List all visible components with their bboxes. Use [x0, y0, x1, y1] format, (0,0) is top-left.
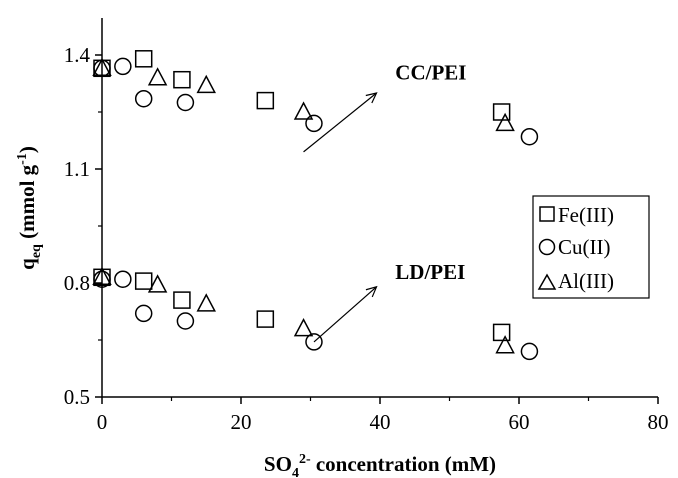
series-annotation: LD/PEI [395, 260, 465, 284]
fe-square-marker [256, 91, 275, 110]
y-tick-label: 0.5 [64, 385, 90, 409]
al-triangle-marker [92, 57, 112, 77]
y-axis-title-sup: -1 [15, 153, 30, 165]
cu-circle-marker [520, 127, 539, 146]
y-axis-title-main: q [15, 258, 39, 270]
al-triangle-marker [293, 101, 314, 120]
y-axis-title-sub: eq [29, 244, 44, 258]
al-triangle-marker [495, 335, 515, 354]
annotation-arrowhead [365, 285, 378, 298]
al-triangle-marker [196, 293, 216, 312]
x-tick-label: 40 [370, 410, 391, 434]
legend-label-fe: Fe(III) [558, 203, 614, 227]
y-axis-title-rest2: ) [15, 146, 39, 153]
al-triangle-marker [92, 266, 112, 286]
al-triangle-marker [196, 74, 216, 94]
annotation-arrowhead [365, 92, 378, 104]
cu-circle-marker [134, 89, 153, 108]
fe-square-marker [256, 310, 275, 328]
legend-circle-icon [538, 238, 556, 256]
legend-triangle-icon [537, 273, 557, 290]
fe-square-marker [173, 70, 191, 89]
al-triangle-marker [293, 318, 314, 337]
x-axis-title-sub: 4 [292, 466, 299, 478]
annotation-arrow [303, 92, 377, 153]
cu-circle-marker [520, 342, 539, 361]
fe-square-marker [173, 291, 191, 309]
legend-box [532, 195, 650, 299]
cu-circle-marker [134, 304, 153, 323]
fe-square-marker [134, 50, 153, 68]
cu-circle-marker [176, 312, 195, 330]
fe-square-marker [492, 323, 511, 342]
y-axis-title: qeq (mmol g-1) [15, 146, 44, 270]
annotation-group: CC/PEI LD/PEI [303, 61, 466, 343]
cu-circle-marker [305, 333, 323, 351]
legend: Fe(III) Cu(II) Al(III) [532, 195, 650, 299]
series-annotation: CC/PEI [395, 61, 466, 85]
legend-label-al: Al(III) [558, 269, 614, 293]
al-triangle-marker [495, 112, 515, 132]
fe-square-marker [134, 272, 153, 290]
x-axis-title-sup: 2- [299, 452, 311, 467]
tick-group: 0 20 40 60 80 0.5 0.8 1.1 1.4 [64, 43, 669, 434]
marker-group [92, 50, 539, 361]
al-triangle-marker [147, 67, 168, 86]
y-tick-label: 1.1 [64, 157, 90, 181]
x-tick-label: 20 [231, 410, 252, 434]
cu-circle-marker [93, 270, 111, 288]
x-axis-title-rest: concentration (mM) [311, 452, 496, 476]
x-tick-label: 60 [509, 410, 530, 434]
y-tick-label: 0.8 [64, 271, 90, 295]
al-triangle-marker [147, 274, 168, 293]
cu-circle-marker [114, 270, 132, 288]
x-axis-title: SO42- concentration (mM) [264, 452, 496, 478]
cu-circle-marker [305, 114, 323, 133]
x-tick-label: 0 [97, 410, 108, 434]
legend-label-cu: Cu(II) [558, 235, 610, 259]
legend-square-icon [539, 206, 555, 222]
y-tick-label: 1.4 [64, 43, 91, 67]
x-tick-label: 80 [648, 410, 669, 434]
annotation-arrow [313, 286, 377, 343]
cu-circle-marker [114, 57, 132, 76]
y-axis-title-rest1: (mmol g [15, 164, 39, 244]
x-axis-title-main: SO [264, 452, 292, 476]
cu-circle-marker [176, 93, 195, 112]
